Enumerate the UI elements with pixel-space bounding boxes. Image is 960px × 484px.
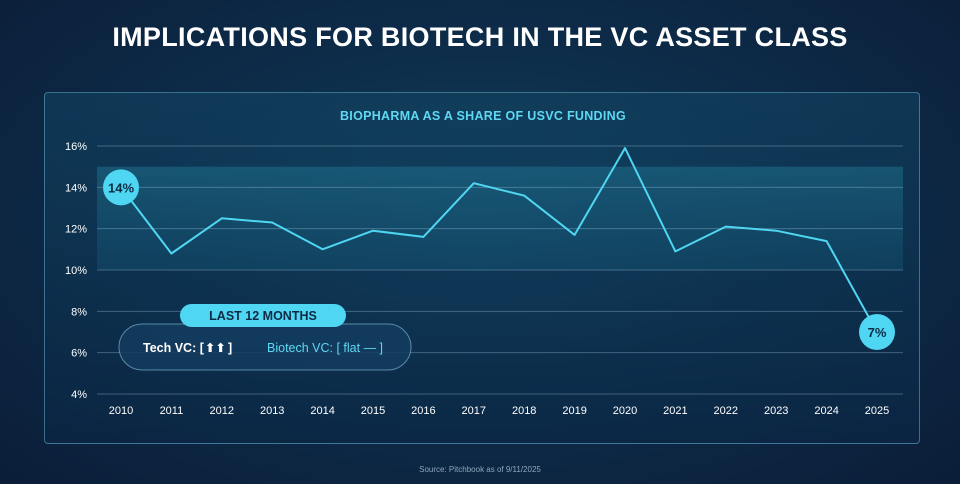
x-tick-label: 2012 (210, 405, 234, 417)
y-tick-label: 6% (71, 348, 87, 360)
chart-panel: BIOPHARMA AS A SHARE OF USVC FUNDING 4% 6%… (44, 92, 920, 444)
y-tick-label: 12% (65, 224, 87, 236)
legend-biotech-label: Biotech VC: [ flat — ] (267, 341, 383, 355)
x-tick-label: 2025 (865, 405, 889, 417)
x-tick-label: 2020 (613, 405, 637, 417)
legend-tech-label: Tech VC: [ (143, 341, 205, 355)
callout-label: 7% (868, 325, 887, 340)
x-tick-label: 2023 (764, 405, 788, 417)
y-tick-label: 8% (71, 306, 87, 318)
double-up-arrow-icon: ⬆⬆ (205, 341, 226, 355)
x-tick-label: 2015 (361, 405, 385, 417)
y-tick-label: 10% (65, 265, 87, 277)
legend-header-pill (180, 304, 346, 327)
x-tick-label: 2018 (512, 405, 536, 417)
x-tick-label: 2019 (562, 405, 586, 417)
chart-title: BIOPHARMA AS A SHARE OF USVC FUNDING (340, 109, 626, 123)
x-tick-label: 2024 (814, 405, 838, 417)
x-tick-label: 2017 (462, 405, 486, 417)
source-note: Source: Pitchbook as of 9/11/2025 (419, 465, 541, 474)
line-chart: BIOPHARMA AS A SHARE OF USVC FUNDING 4% 6%… (65, 109, 903, 417)
x-tick-label: 2011 (160, 405, 184, 417)
y-tick-label: 4% (71, 389, 87, 401)
page-title: IMPLICATIONS FOR BIOTECH IN THE VC ASSET… (112, 22, 848, 52)
x-tick-label: 2021 (663, 405, 687, 417)
legend-header: LAST 12 MONTHS (209, 309, 317, 323)
x-tick-label: 2022 (714, 405, 738, 417)
x-tick-label: 2014 (310, 405, 334, 417)
y-tick-label: 16% (65, 141, 87, 153)
data-line (120, 147, 878, 333)
callout-circle (103, 169, 139, 206)
y-tick-label: 14% (65, 182, 87, 194)
x-tick-label: 2013 (260, 405, 284, 417)
callout-circle (859, 314, 895, 350)
x-tick-label: 2016 (411, 405, 435, 417)
callout-label: 14% (108, 180, 134, 195)
legend-tech-close: ] (228, 341, 232, 355)
highlight-band (97, 166, 903, 270)
x-tick-label: 2010 (109, 405, 133, 417)
